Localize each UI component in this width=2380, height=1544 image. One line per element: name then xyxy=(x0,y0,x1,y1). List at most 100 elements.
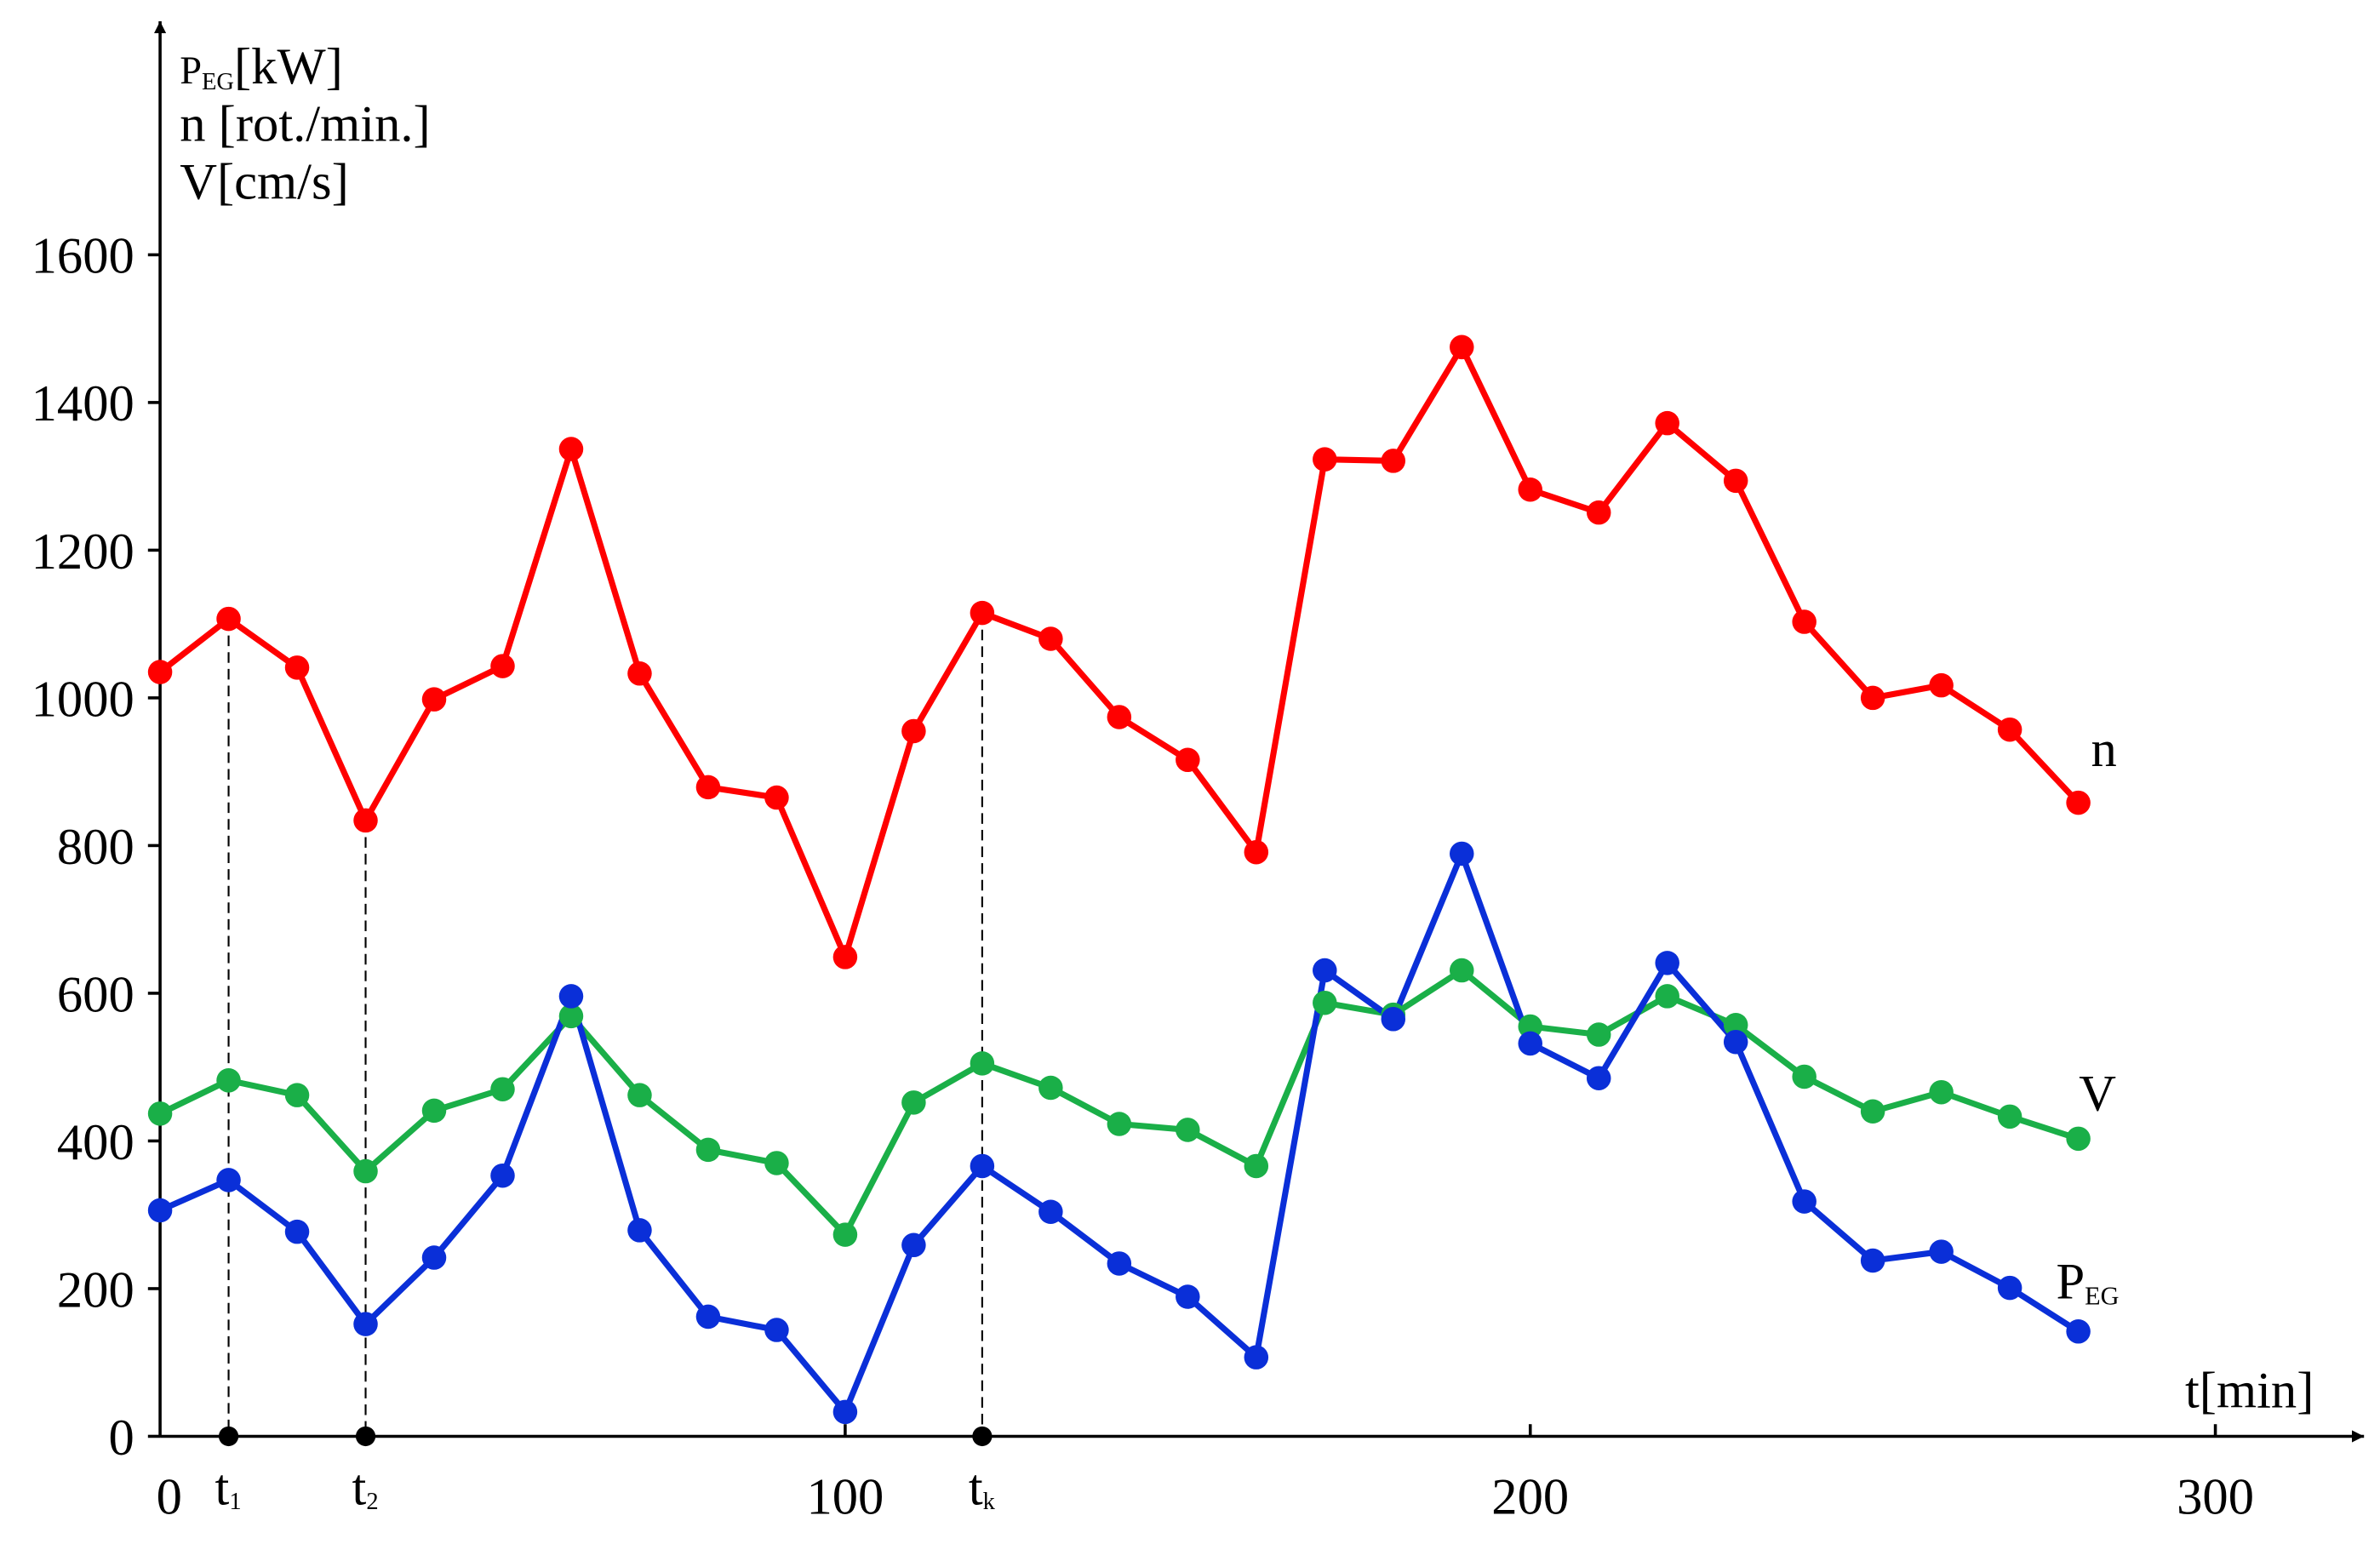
data-point xyxy=(147,660,173,684)
data-point xyxy=(764,785,789,810)
marker-main: t xyxy=(969,1460,983,1517)
data-point xyxy=(1655,984,1679,1009)
series-line xyxy=(157,344,2081,960)
data-point xyxy=(1176,1284,1200,1309)
y-label-sub: EG xyxy=(202,69,234,95)
marker-sub: k xyxy=(983,1489,996,1515)
x-tick-label: 300 xyxy=(2177,1468,2254,1525)
y-tick-label: 1000 xyxy=(31,671,134,728)
series-name: n xyxy=(2091,721,2116,778)
data-point xyxy=(558,437,584,461)
data-point xyxy=(490,1163,515,1188)
data-point xyxy=(764,1151,789,1175)
data-point xyxy=(1107,705,1132,729)
data-point xyxy=(284,655,310,680)
data-point xyxy=(1313,990,1337,1015)
data-point xyxy=(1860,1248,1885,1273)
marker-sub: 1 xyxy=(229,1489,241,1515)
data-point xyxy=(421,1245,447,1270)
marker-dot xyxy=(355,1426,376,1447)
x-axis-label: t[min] xyxy=(2185,1363,2314,1420)
data-point xyxy=(1450,841,1474,866)
data-point xyxy=(1450,958,1474,983)
data-point xyxy=(1723,1029,1748,1055)
data-point xyxy=(832,945,858,969)
series-name-sub: EG xyxy=(2085,1281,2119,1310)
data-point xyxy=(1723,1012,1748,1038)
marker-main: t xyxy=(215,1460,230,1517)
data-point xyxy=(2066,1126,2091,1152)
data-point xyxy=(1792,609,1816,634)
data-point xyxy=(421,1098,447,1124)
y-axis-label: PEG[kW] xyxy=(180,38,343,95)
x-tick-label: 0 xyxy=(157,1468,182,1525)
data-point xyxy=(490,654,515,678)
marker-main: t xyxy=(352,1460,366,1517)
data-point xyxy=(1997,717,2022,742)
data-point xyxy=(1518,1014,1543,1039)
data-point xyxy=(490,1077,515,1101)
marker-sub: 2 xyxy=(366,1489,378,1515)
marker-label: t2 xyxy=(352,1460,378,1517)
data-point xyxy=(1655,951,1679,975)
data-point xyxy=(284,1083,310,1107)
data-point xyxy=(1929,1079,1954,1105)
data-point xyxy=(216,606,241,632)
data-point xyxy=(1450,335,1474,360)
data-point xyxy=(1176,747,1200,773)
y-label-main: n xyxy=(180,96,205,153)
data-point xyxy=(1244,839,1269,865)
data-point xyxy=(1860,685,1885,711)
data-point xyxy=(1244,1153,1269,1179)
y-tick-label: 200 xyxy=(57,1261,134,1318)
data-point xyxy=(353,808,378,833)
data-point xyxy=(1038,1075,1063,1101)
data-point xyxy=(695,775,721,800)
data-point xyxy=(1792,1064,1816,1089)
data-point xyxy=(1997,1275,2022,1301)
x-tick-label: 100 xyxy=(806,1468,884,1525)
data-point xyxy=(1586,1022,1611,1047)
y-label-main: V[cm/s] xyxy=(180,153,349,210)
data-point xyxy=(970,600,995,626)
data-point xyxy=(1929,1239,1954,1264)
data-point xyxy=(147,1198,173,1223)
data-point xyxy=(901,718,926,744)
y-tick-label: 1200 xyxy=(31,523,134,580)
data-point xyxy=(1655,410,1679,436)
data-point xyxy=(558,1004,584,1029)
data-point xyxy=(1107,1251,1132,1276)
data-point xyxy=(216,1168,241,1192)
data-point xyxy=(764,1318,789,1342)
data-point xyxy=(901,1090,926,1115)
data-point xyxy=(627,1083,652,1107)
data-point xyxy=(1038,626,1063,651)
series-line xyxy=(158,967,2080,1238)
data-point xyxy=(421,687,447,712)
data-point xyxy=(695,1304,721,1330)
y-tick-label: 1600 xyxy=(31,228,134,285)
data-point xyxy=(832,1222,858,1247)
y-axis-label: n [rot./min.] xyxy=(180,96,430,153)
data-point xyxy=(353,1312,378,1336)
y-tick-label: 800 xyxy=(57,819,134,876)
data-point xyxy=(284,1219,310,1244)
data-point xyxy=(1929,672,1954,698)
series-label: PEG xyxy=(2056,1253,2119,1310)
data-point xyxy=(970,1153,995,1179)
data-point xyxy=(558,984,584,1009)
series-label: V xyxy=(2079,1065,2116,1122)
y-tick-label: 1400 xyxy=(31,375,134,432)
series-label: n xyxy=(2091,721,2116,778)
data-point xyxy=(1586,500,1611,525)
marker-dot xyxy=(972,1426,993,1447)
data-point xyxy=(1997,1104,2022,1129)
data-point xyxy=(1244,1345,1269,1370)
data-point xyxy=(2066,1319,2091,1344)
data-point xyxy=(695,1137,721,1163)
y-tick-label: 400 xyxy=(57,1114,134,1171)
x-tick-label: 200 xyxy=(1491,1468,1569,1525)
